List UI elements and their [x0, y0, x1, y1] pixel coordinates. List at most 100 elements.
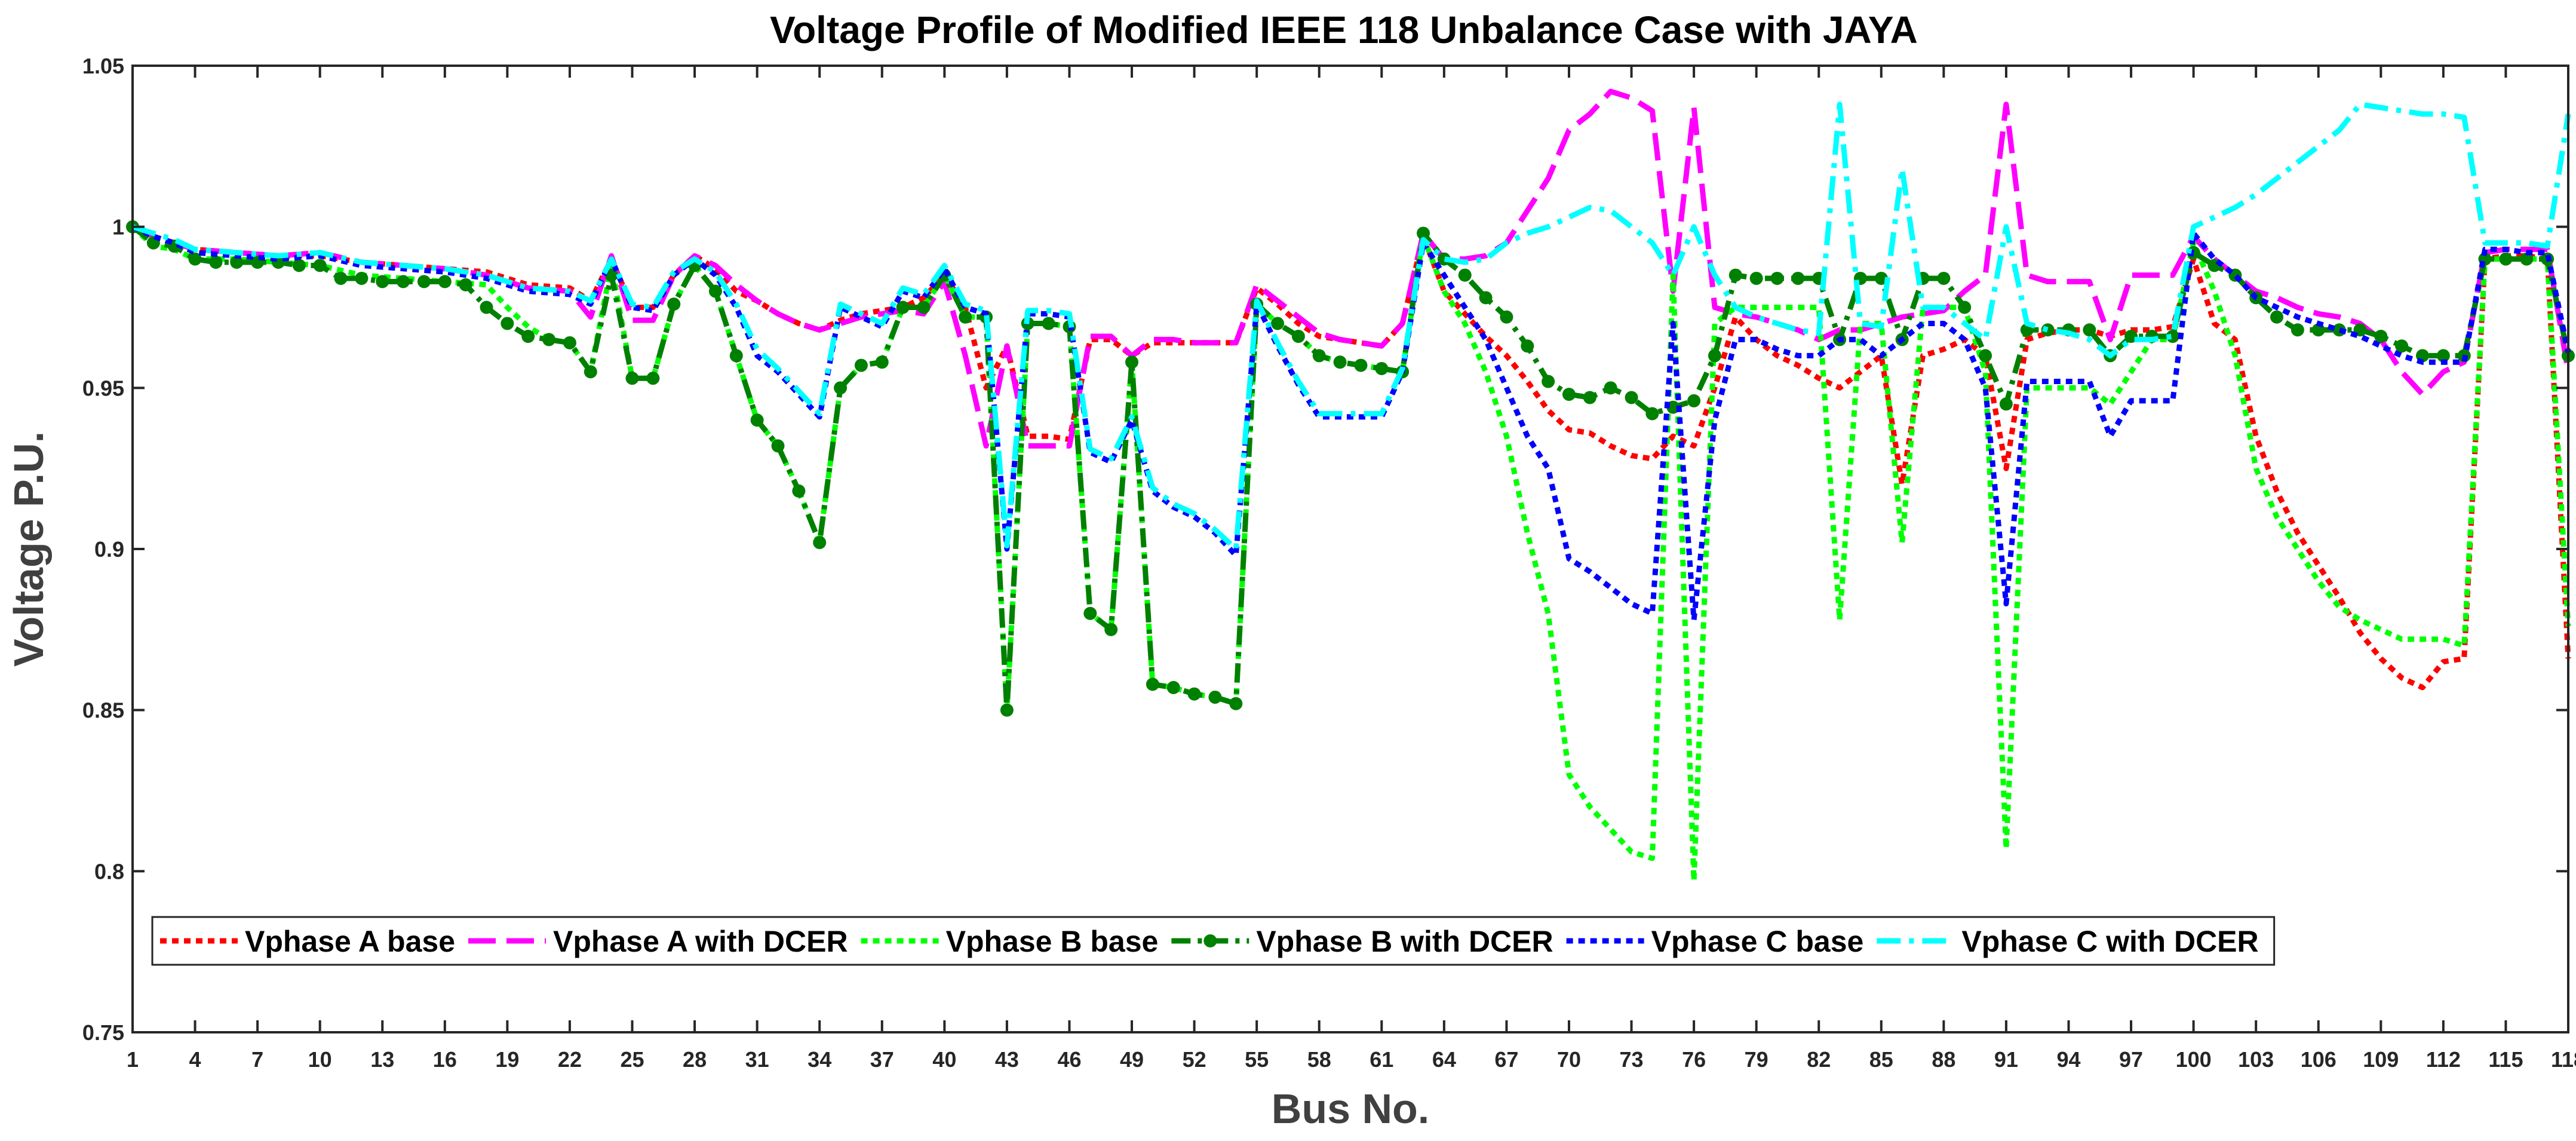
x-tick-label: 25: [620, 1047, 644, 1072]
y-tick-label: 0.85: [82, 698, 124, 723]
data-point-vphase-b-with-dcer: [813, 536, 827, 550]
x-tick-label: 7: [251, 1047, 263, 1072]
data-point-vphase-b-with-dcer: [854, 358, 868, 372]
data-point-vphase-b-with-dcer: [834, 381, 848, 395]
data-point-vphase-b-with-dcer: [2374, 330, 2388, 343]
data-point-vphase-b-with-dcer: [542, 333, 556, 346]
data-point-vphase-b-with-dcer: [1166, 680, 1180, 694]
x-tick-label: 37: [870, 1047, 894, 1072]
data-point-vphase-b-with-dcer: [1375, 361, 1389, 375]
x-tick-label: 85: [1869, 1047, 1893, 1072]
data-point-vphase-b-with-dcer: [1979, 349, 1992, 363]
data-point-vphase-b-with-dcer: [708, 284, 722, 298]
data-point-vphase-b-with-dcer: [646, 372, 660, 385]
data-point-vphase-b-with-dcer: [1937, 271, 1951, 285]
y-tick-label: 0.75: [82, 1020, 124, 1045]
data-point-vphase-b-with-dcer: [2520, 252, 2534, 266]
x-tick-label: 76: [1682, 1047, 1706, 1072]
x-tick-label: 19: [495, 1047, 519, 1072]
data-point-vphase-b-with-dcer: [625, 372, 639, 385]
data-point-vphase-b-with-dcer: [1416, 226, 1430, 240]
data-point-vphase-b-with-dcer: [729, 349, 743, 363]
data-point-vphase-b-with-dcer: [1791, 271, 1805, 285]
x-tick-label: 1: [127, 1047, 139, 1072]
series-layer: [126, 88, 2575, 884]
x-tick-label: 91: [1994, 1047, 2018, 1072]
x-tick-label: 100: [2176, 1047, 2212, 1072]
x-tick-label: 31: [745, 1047, 769, 1072]
data-point-vphase-b-with-dcer: [292, 259, 306, 272]
x-tick-label: 70: [1557, 1047, 1581, 1072]
data-point-vphase-b-with-dcer: [2499, 252, 2513, 266]
data-point-vphase-b-with-dcer: [1749, 271, 1763, 285]
data-point-vphase-b-with-dcer: [1645, 407, 1659, 421]
data-point-vphase-b-with-dcer: [1291, 330, 1305, 343]
data-point-vphase-b-with-dcer: [1042, 317, 1055, 330]
chart-title: Voltage Profile of Modified IEEE 118 Unb…: [770, 8, 1918, 51]
data-point-vphase-b-with-dcer: [667, 297, 681, 311]
x-tick-label: 46: [1057, 1047, 1081, 1072]
data-point-vphase-b-with-dcer: [480, 300, 493, 314]
data-point-vphase-b-with-dcer: [1542, 375, 1555, 388]
x-tick-label: 55: [1245, 1047, 1269, 1072]
x-tick-label: 43: [995, 1047, 1019, 1072]
data-point-vphase-b-with-dcer: [1708, 349, 1721, 363]
data-point-vphase-b-with-dcer: [1562, 388, 1576, 401]
x-tick-label: 112: [2426, 1047, 2461, 1072]
legend-label-vphase-c-base: Vphase C base: [1651, 925, 1864, 958]
x-tick-label: 58: [1307, 1047, 1331, 1072]
data-point-vphase-b-with-dcer: [1500, 310, 1513, 324]
x-tick-label: 40: [932, 1047, 956, 1072]
data-point-vphase-b-with-dcer: [1479, 291, 1493, 305]
legend: Vphase A base Vphase A with DCER Vphase B …: [151, 916, 2276, 966]
data-point-vphase-b-with-dcer: [1687, 394, 1701, 407]
legend-label-vphase-b-base: Vphase B base: [946, 925, 1159, 958]
data-point-vphase-b-with-dcer: [438, 275, 452, 289]
data-point-vphase-b-with-dcer: [1458, 268, 1472, 282]
data-point-vphase-b-with-dcer: [896, 300, 910, 314]
x-tick-label: 16: [433, 1047, 457, 1072]
x-tick-label: 103: [2238, 1047, 2274, 1072]
data-point-vphase-b-with-dcer: [417, 275, 431, 289]
x-tick-label: 28: [683, 1047, 707, 1072]
data-point-vphase-b-with-dcer: [376, 275, 389, 289]
data-point-vphase-b-with-dcer: [1208, 691, 1222, 704]
data-point-vphase-b-with-dcer: [1583, 391, 1596, 404]
data-point-vphase-b-with-dcer: [1604, 381, 1617, 395]
series-line-vphase-b-with-dcer: [131, 225, 2571, 713]
x-tick-label: 115: [2488, 1047, 2523, 1072]
plot-area: [133, 66, 2568, 1032]
legend-label-vphase-c-with-dcer: Vphase C with DCER: [1961, 925, 2258, 958]
x-tick-label: 67: [1494, 1047, 1518, 1072]
axes-layer: 1 4 7 10 13 16 19 22 25 28 31 34 37 40 43 46 49 52 55 58 61 6…: [82, 54, 2576, 1072]
data-point-vphase-b-with-dcer: [959, 310, 972, 324]
series-line-vphase-c-with-dcer: [131, 102, 2571, 552]
data-point-vphase-b-with-dcer: [2395, 339, 2409, 353]
x-tick-label: 34: [808, 1047, 831, 1072]
data-point-vphase-b-with-dcer: [2436, 349, 2450, 363]
y-tick-label: 1.05: [82, 54, 124, 78]
x-tick-label: 94: [2056, 1047, 2080, 1072]
y-tick-label: 1: [112, 215, 124, 240]
data-point-vphase-b-with-dcer: [1146, 677, 1159, 691]
data-point-vphase-b-with-dcer: [2270, 310, 2284, 324]
data-point-vphase-b-with-dcer: [2083, 323, 2096, 337]
data-point-vphase-b-with-dcer: [1354, 358, 1368, 372]
legend-label-vphase-a-base: Vphase A base: [245, 925, 455, 958]
data-point-vphase-b-with-dcer: [917, 300, 931, 314]
data-point-vphase-b-with-dcer: [584, 365, 597, 379]
y-axis-label: Voltage P.U.: [5, 431, 52, 667]
x-axis-label: Bus No.: [1272, 1085, 1429, 1132]
data-point-vphase-b-with-dcer: [313, 259, 327, 272]
data-point-vphase-b-with-dcer: [1083, 606, 1097, 620]
x-tick-label: 79: [1745, 1047, 1768, 1072]
x-tick-label: 97: [2119, 1047, 2143, 1072]
data-point-vphase-b-with-dcer: [1125, 355, 1139, 369]
legend-label-vphase-a-with-dcer: Vphase A with DCER: [553, 925, 848, 958]
x-tick-label: 10: [308, 1047, 332, 1072]
x-tick-label: 49: [1120, 1047, 1144, 1072]
data-point-vphase-b-with-dcer: [1000, 703, 1014, 717]
x-tick-label: 73: [1620, 1047, 1644, 1072]
data-point-vphase-b-with-dcer: [771, 439, 785, 453]
